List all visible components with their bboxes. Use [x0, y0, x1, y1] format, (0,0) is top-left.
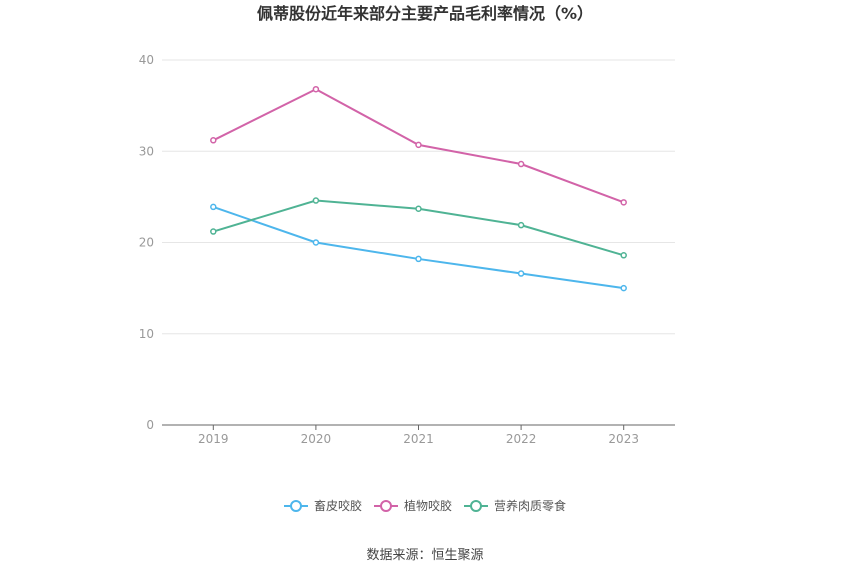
legend-circle-icon	[290, 500, 302, 512]
grid	[162, 59, 675, 335]
data-point	[620, 284, 627, 292]
legend-item[interactable]: 营养肉质零食	[464, 498, 566, 513]
chart-title: 佩蒂股份近年来部分主要产品毛利率情况（%）	[257, 4, 593, 23]
legend-item[interactable]: 植物咬胶	[374, 498, 452, 513]
series-1	[210, 203, 627, 292]
legend-item[interactable]: 畜皮咬胶	[284, 498, 362, 513]
data-point	[312, 85, 320, 93]
data-point	[415, 255, 422, 263]
legend-label: 畜皮咬胶	[314, 498, 362, 513]
y-tick-label: 20	[139, 236, 154, 250]
data-point	[312, 197, 320, 204]
data-source: 数据来源：恒生聚源	[366, 548, 483, 563]
data-point	[517, 221, 525, 229]
series-3	[210, 197, 627, 259]
x-axis: 2019 2020 2021 2022 2023	[162, 424, 675, 446]
data-point	[415, 141, 422, 149]
data-point	[312, 239, 320, 246]
legend-label: 营养肉质零食	[494, 498, 566, 513]
data-point	[415, 205, 422, 212]
legend-label: 植物咬胶	[404, 498, 452, 513]
data-point	[620, 199, 627, 206]
legend: 畜皮咬胶 植物咬胶 营养肉质零食	[284, 498, 566, 513]
series-line	[212, 205, 624, 290]
x-tick-label: 2021	[403, 432, 434, 446]
series-2	[210, 85, 627, 206]
y-tick-label: 30	[139, 144, 154, 158]
legend-circle-icon	[380, 500, 392, 512]
x-tick-label: 2022	[506, 432, 537, 446]
y-axis: 0 10 20 30 40	[139, 53, 154, 432]
x-tick-label: 2020	[301, 432, 332, 446]
y-tick-label: 10	[139, 327, 154, 341]
series-layer	[210, 85, 627, 292]
y-tick-label: 0	[146, 418, 154, 432]
x-tick-label: 2019	[198, 432, 229, 446]
data-point	[517, 160, 525, 168]
data-point	[517, 270, 525, 277]
x-tick-label: 2023	[608, 432, 639, 446]
data-point	[210, 228, 217, 235]
data-point	[620, 252, 627, 259]
legend-circle-icon	[470, 500, 482, 512]
y-tick-label: 40	[139, 53, 154, 67]
data-point	[210, 137, 217, 144]
data-point	[210, 203, 217, 211]
